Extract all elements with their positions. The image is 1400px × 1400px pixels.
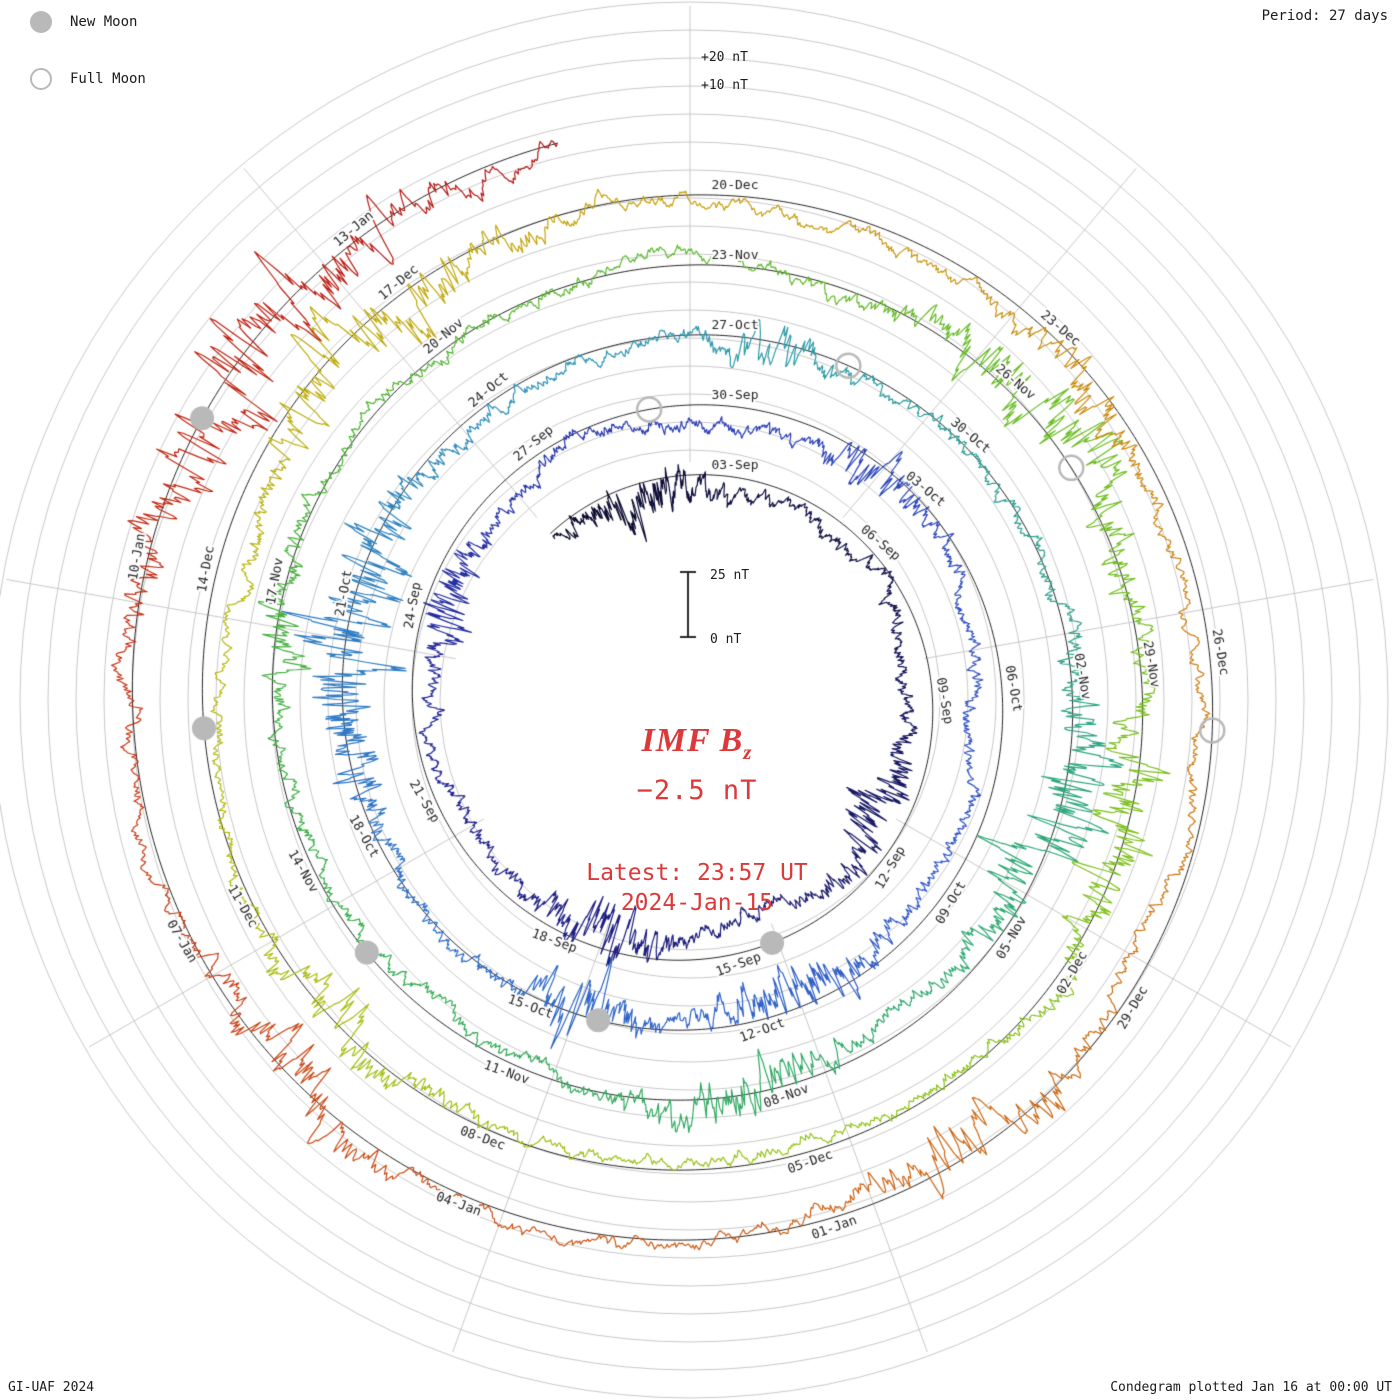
center-title-subscript: z [743,739,753,764]
center-title-text: IMF B [641,722,744,759]
legend-full-moon-label: Full Moon [70,71,146,87]
scalebar-25nt-label: 25 nT [710,568,750,583]
outer-scale-plus20-label: +20 nT [701,50,748,65]
latest-date: 2024-Jan-15 [620,890,774,916]
legend-new-moon-label: New Moon [70,14,138,30]
new-moon-icon [30,11,52,33]
scalebar-0nt-label: 0 nT [710,632,742,647]
center-title: IMF Bz [642,722,753,765]
current-value: −2.5 nT [636,775,758,806]
period-label: Period: 27 days [1261,8,1388,24]
credit-label: GI-UAF 2024 [8,1380,95,1395]
outer-scale-plus10-label: +10 nT [701,78,748,93]
full-moon-icon [30,68,52,90]
plot-caption: Condegram plotted Jan 16 at 00:00 UT [1110,1380,1392,1395]
latest-time: Latest: 23:57 UT [586,860,808,886]
